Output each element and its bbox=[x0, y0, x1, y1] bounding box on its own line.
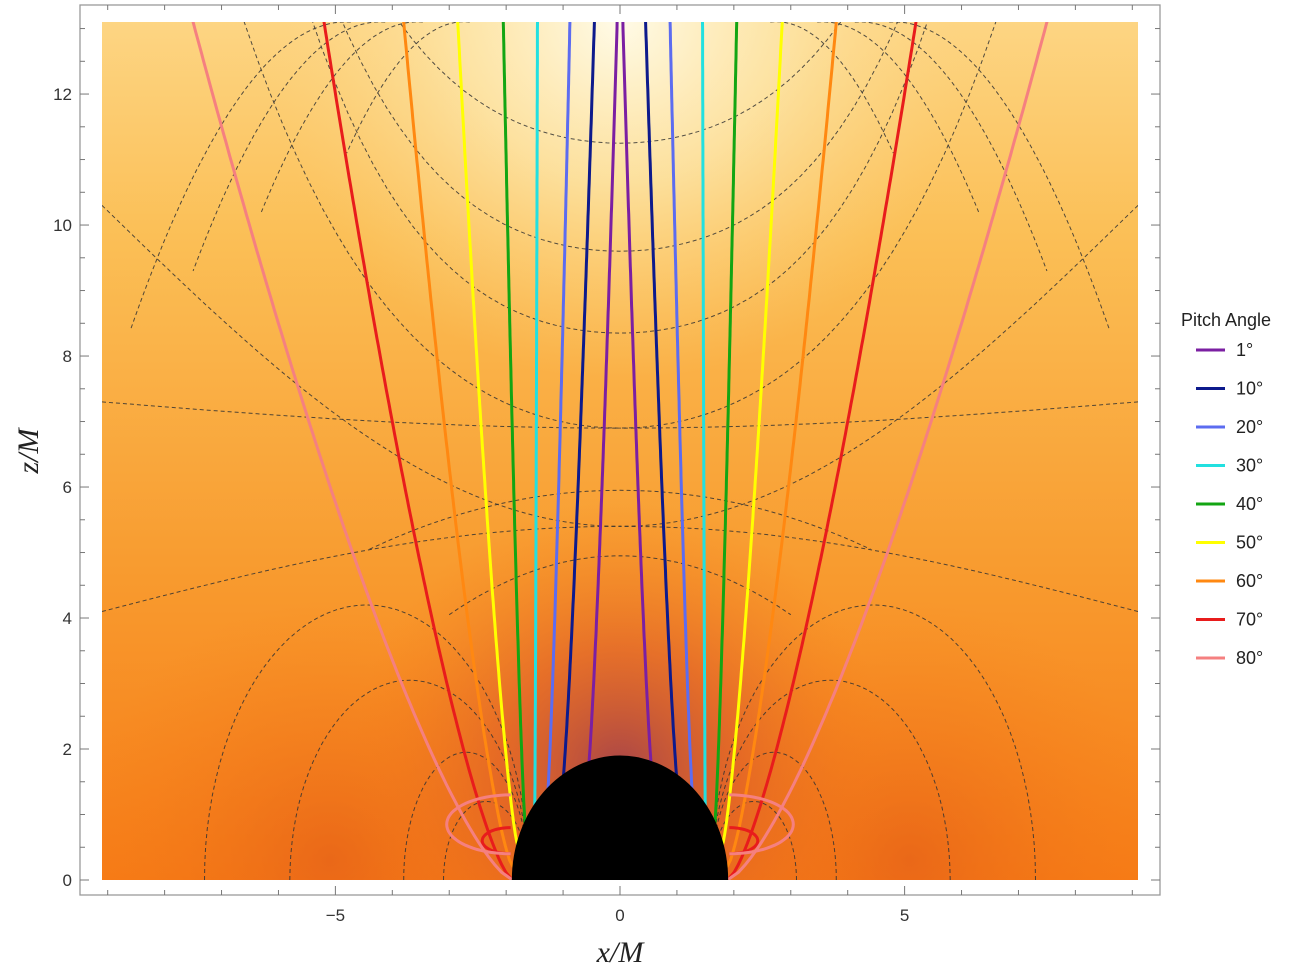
black-hole-horizon bbox=[511, 755, 729, 880]
field-lines bbox=[191, 22, 1049, 880]
contour-core-1 bbox=[448, 555, 792, 616]
field-line-8-right bbox=[727, 22, 1049, 880]
heatmap-background bbox=[102, 22, 1138, 880]
contour-side-2 bbox=[102, 401, 620, 429]
y-tick-label: 8 bbox=[63, 347, 72, 366]
contour-top-3-left bbox=[130, 22, 351, 330]
contour-side-1 bbox=[619, 205, 1138, 527]
y-tick-label: 0 bbox=[63, 871, 72, 890]
contour-top-0-right bbox=[770, 22, 894, 154]
legend-label-2: 20° bbox=[1236, 417, 1263, 437]
field-line-2-left bbox=[544, 22, 572, 815]
legend-label-1: 10° bbox=[1236, 379, 1263, 399]
dashed-contours bbox=[102, 22, 1138, 880]
field-line-7-left bbox=[322, 22, 513, 880]
contour-top-0-left bbox=[346, 22, 470, 154]
field-loop-8-right bbox=[729, 793, 795, 856]
heatmap-glow bbox=[102, 22, 1138, 880]
contour-lobe-2-right bbox=[710, 751, 837, 880]
field-line-1-right bbox=[644, 22, 682, 806]
contour-side-0 bbox=[102, 205, 621, 527]
field-line-6-right bbox=[725, 22, 838, 868]
field-line-1-left bbox=[558, 22, 596, 806]
contour-lobe-2-left bbox=[403, 751, 530, 880]
legend-title: Pitch Angle bbox=[1181, 310, 1271, 330]
legend-label-0: 1° bbox=[1236, 340, 1253, 360]
legend-label-4: 40° bbox=[1236, 494, 1263, 514]
field-line-4-left bbox=[501, 22, 528, 836]
field-line-4-right bbox=[712, 22, 739, 836]
legend-items: 1° 10° 20° 30° 40° 50° 60° 70° 80° bbox=[1196, 340, 1263, 668]
contour-core-0 bbox=[369, 489, 871, 550]
field-line-2-right bbox=[668, 22, 696, 815]
contour-upper-0 bbox=[398, 22, 842, 144]
legend-label-5: 50° bbox=[1236, 533, 1263, 553]
contour-upper-1 bbox=[341, 22, 899, 252]
tick-labels: −5 0 5 0 2 4 6 8 10 12 bbox=[53, 85, 909, 925]
field-line-5-left bbox=[456, 22, 521, 850]
contour-top-1-right bbox=[817, 22, 980, 213]
x-tick-label: 0 bbox=[615, 906, 624, 925]
field-line-0-right bbox=[621, 22, 656, 796]
contour-lobe-1-left bbox=[289, 679, 530, 880]
x-tick-label: −5 bbox=[326, 906, 345, 925]
contour-top-1-left bbox=[260, 22, 423, 213]
legend-label-3: 30° bbox=[1236, 456, 1263, 476]
field-loop-8-left bbox=[445, 793, 511, 856]
y-tick-label: 4 bbox=[63, 609, 72, 628]
field-line-8-left bbox=[191, 22, 513, 880]
contour-top-2-left bbox=[192, 22, 386, 272]
y-axis-label: z/M bbox=[12, 426, 45, 474]
field-line-5-right bbox=[719, 22, 784, 850]
plot-area bbox=[102, 22, 1138, 880]
legend: Pitch Angle 1° 10° 20° 30° 40° 50° 60° 70° 80° bbox=[1181, 310, 1271, 668]
y-tick-label: 12 bbox=[53, 85, 72, 104]
contour-lobe-1-right bbox=[710, 679, 951, 880]
field-line-3-left bbox=[533, 22, 539, 826]
axis-ticks bbox=[80, 5, 1160, 895]
contour-top-3-right bbox=[889, 22, 1110, 330]
field-line-0-left bbox=[584, 22, 619, 796]
field-line-7-right bbox=[727, 22, 918, 880]
horizon-disk bbox=[511, 755, 729, 880]
legend-label-7: 70° bbox=[1236, 610, 1263, 630]
x-axis-label: x/M bbox=[596, 936, 646, 969]
legend-label-8: 80° bbox=[1236, 648, 1263, 668]
y-tick-label: 10 bbox=[53, 216, 72, 235]
field-line-3-right bbox=[701, 22, 707, 826]
legend-label-6: 60° bbox=[1236, 571, 1263, 591]
contour-side-3 bbox=[620, 401, 1138, 429]
y-tick-label: 2 bbox=[63, 740, 72, 759]
field-line-6-left bbox=[402, 22, 515, 868]
y-tick-label: 6 bbox=[63, 478, 72, 497]
contour-top-2-right bbox=[854, 22, 1048, 272]
x-tick-label: 5 bbox=[900, 906, 909, 925]
